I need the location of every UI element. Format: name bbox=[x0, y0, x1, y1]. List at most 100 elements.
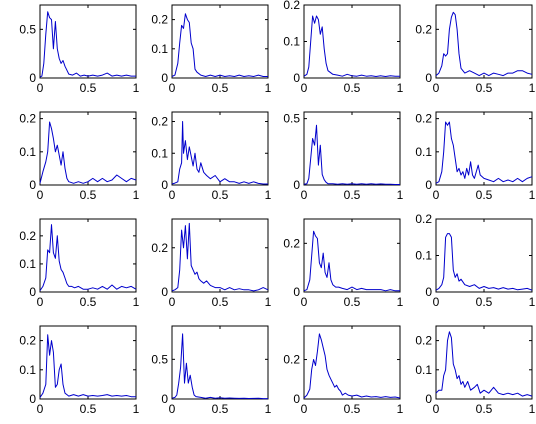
y-tick-label: 0.2 bbox=[415, 112, 432, 126]
x-tick-label: 1 bbox=[397, 402, 404, 416]
y-tick-label: 0.1 bbox=[415, 145, 432, 159]
y-tick-label: 0.1 bbox=[415, 363, 432, 377]
x-tick-label: 1 bbox=[133, 295, 140, 309]
series-line bbox=[435, 331, 533, 397]
y-tick-label: 0.2 bbox=[283, 236, 300, 250]
axes-frame bbox=[303, 111, 401, 186]
subplot-4-2: 0 0.5 1 0 0.5 bbox=[151, 325, 272, 416]
y-tick-label: 0.1 bbox=[151, 42, 168, 56]
series-line bbox=[435, 11, 533, 77]
x-tick-label: 0.5 bbox=[476, 81, 493, 95]
x-tick-label: 0.5 bbox=[212, 188, 229, 202]
series-line bbox=[435, 121, 533, 184]
series-line bbox=[39, 334, 136, 398]
y-tick-label: 0.1 bbox=[19, 145, 36, 159]
x-tick-label: 0.5 bbox=[80, 188, 97, 202]
subplot-2-2: 0 0.5 1 0 0.1 0.2 bbox=[151, 111, 272, 202]
y-tick-label: 0 bbox=[161, 392, 168, 406]
series-line bbox=[171, 333, 268, 400]
y-tick-label: 0 bbox=[161, 178, 168, 192]
x-tick-label: 1 bbox=[265, 402, 272, 416]
subplot-4-1: 0 0.5 1 0 0.1 0.2 bbox=[19, 325, 140, 416]
x-tick-label: 0.5 bbox=[212, 295, 229, 309]
subplot-4-4: 0 0.5 1 0 0.1 0.2 bbox=[415, 325, 536, 416]
x-tick-label: 1 bbox=[133, 81, 140, 95]
series-line bbox=[303, 124, 400, 185]
subplot-1-1: 0 0.5 1 0 0.5 bbox=[19, 4, 140, 95]
x-tick-label: 0 bbox=[169, 402, 176, 416]
x-tick-label: 0.5 bbox=[476, 402, 493, 416]
x-tick-label: 1 bbox=[529, 402, 536, 416]
y-tick-label: 0 bbox=[293, 178, 300, 192]
subplot-3-3: 0 0.5 1 0 0.2 bbox=[283, 218, 404, 309]
y-tick-label: 0 bbox=[29, 285, 36, 299]
series-line bbox=[39, 11, 136, 78]
y-tick-label: 0.1 bbox=[19, 257, 36, 271]
x-tick-label: 1 bbox=[529, 81, 536, 95]
axes-frame bbox=[435, 218, 533, 293]
series-line bbox=[303, 333, 401, 399]
y-tick-label: 0 bbox=[425, 71, 432, 85]
y-tick-label: 0.2 bbox=[151, 115, 168, 129]
subplot-1-4: 0 0.5 1 0 0.2 bbox=[415, 4, 536, 95]
x-tick-label: 1 bbox=[265, 188, 272, 202]
x-tick-label: 1 bbox=[397, 188, 404, 202]
axes-frame bbox=[435, 111, 533, 186]
x-tick-label: 1 bbox=[133, 402, 140, 416]
x-tick-label: 0 bbox=[433, 295, 440, 309]
series-line bbox=[171, 222, 269, 292]
y-tick-label: 0.2 bbox=[151, 13, 168, 27]
x-tick-label: 1 bbox=[133, 188, 140, 202]
axes-frame bbox=[435, 325, 533, 400]
y-tick-label: 0 bbox=[161, 285, 168, 299]
y-tick-label: 0.5 bbox=[19, 22, 36, 36]
y-tick-label: 0.2 bbox=[283, 353, 300, 367]
y-tick-label: 0 bbox=[425, 285, 432, 299]
y-tick-label: 0.1 bbox=[415, 249, 432, 263]
y-tick-label: 0 bbox=[29, 392, 36, 406]
x-tick-label: 0.5 bbox=[344, 81, 361, 95]
y-tick-label: 0 bbox=[293, 392, 300, 406]
subplot-4-3: 0 0.5 1 0 0.2 bbox=[283, 325, 404, 416]
x-tick-label: 0 bbox=[37, 295, 44, 309]
subplot-2-1: 0 0.5 1 0 0.1 0.2 bbox=[19, 111, 140, 202]
x-tick-label: 1 bbox=[265, 295, 272, 309]
x-tick-label: 1 bbox=[397, 295, 404, 309]
y-tick-label: 0.2 bbox=[19, 112, 36, 126]
x-tick-label: 1 bbox=[265, 81, 272, 95]
x-tick-label: 0.5 bbox=[80, 402, 97, 416]
axes-frame bbox=[171, 218, 269, 293]
y-tick-label: 0 bbox=[29, 178, 36, 192]
y-tick-label: 0 bbox=[293, 71, 300, 85]
subplot-3-2: 0 0.5 1 0 0.2 bbox=[151, 218, 272, 309]
y-tick-label: 0 bbox=[161, 71, 168, 85]
x-tick-label: 0 bbox=[169, 81, 176, 95]
y-tick-label: 0.1 bbox=[151, 146, 168, 160]
y-tick-label: 0.2 bbox=[415, 22, 432, 36]
x-tick-label: 0 bbox=[433, 402, 440, 416]
subplot-1-2: 0 0.5 1 0 0.1 0.2 bbox=[151, 4, 272, 95]
series-line bbox=[39, 224, 137, 291]
x-tick-label: 0 bbox=[301, 402, 308, 416]
x-tick-label: 0 bbox=[37, 81, 44, 95]
axes-frame bbox=[171, 325, 269, 400]
subplot-1-3: 0 0.5 1 0 0.1 0.2 bbox=[283, 0, 403, 95]
x-tick-label: 1 bbox=[529, 295, 536, 309]
series-line bbox=[435, 233, 533, 291]
x-tick-label: 0.5 bbox=[344, 295, 361, 309]
series-line bbox=[171, 13, 268, 77]
axes-frame bbox=[435, 4, 533, 79]
x-tick-label: 0 bbox=[37, 402, 44, 416]
x-tick-label: 0 bbox=[169, 295, 176, 309]
y-tick-label: 0.5 bbox=[283, 112, 300, 126]
x-tick-label: 0 bbox=[433, 188, 440, 202]
y-tick-label: 0 bbox=[425, 178, 432, 192]
subplot-3-1: 0 0.5 1 0 0.1 0.2 bbox=[19, 218, 140, 309]
y-tick-label: 0.1 bbox=[19, 363, 36, 377]
x-tick-label: 1 bbox=[397, 81, 404, 95]
x-tick-label: 0.5 bbox=[80, 295, 97, 309]
x-tick-label: 0.5 bbox=[344, 402, 361, 416]
axes-frame bbox=[303, 4, 401, 79]
x-tick-label: 0.5 bbox=[212, 402, 229, 416]
